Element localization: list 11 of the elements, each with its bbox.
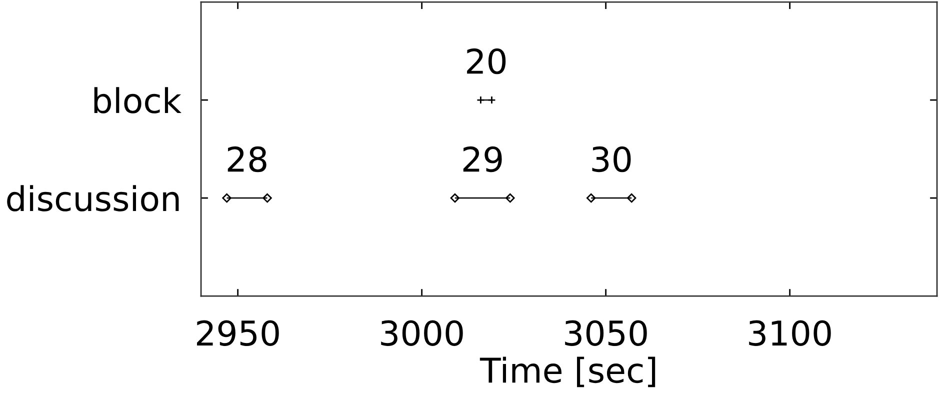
- y-tick-label: block: [94, 87, 182, 114]
- x-axis-title: Time [sec]: [480, 356, 656, 388]
- x-tick-label: 3050: [565, 320, 647, 346]
- series-label: 30: [592, 146, 631, 172]
- series-label: 20: [467, 48, 506, 74]
- x-tick-label: 3100: [749, 320, 831, 346]
- x-tick-label: 2950: [197, 320, 279, 346]
- series-label: 28: [228, 146, 266, 172]
- y-tick-label: discussion: [7, 185, 179, 212]
- x-tick-label: 3000: [381, 320, 463, 346]
- series-label: 29: [463, 146, 502, 172]
